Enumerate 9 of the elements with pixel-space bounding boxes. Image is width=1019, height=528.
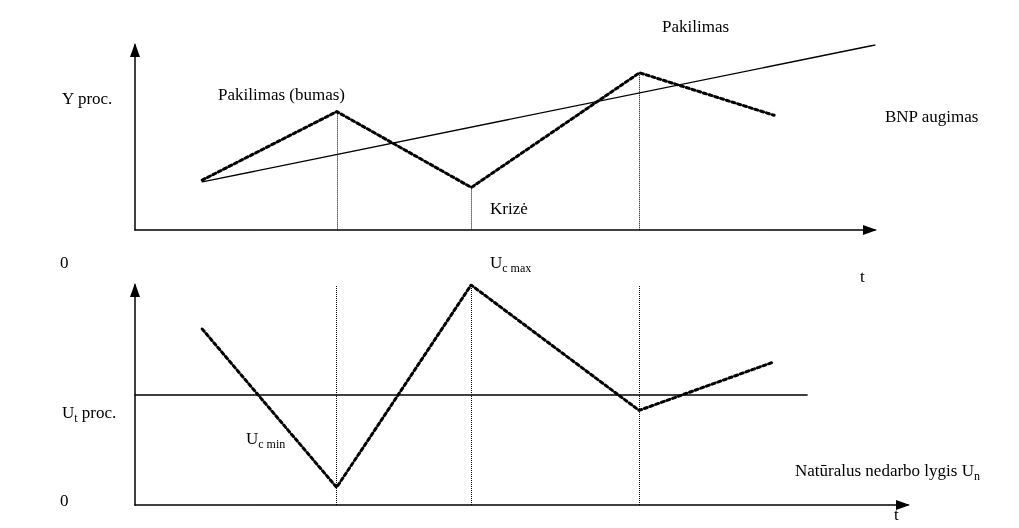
text: 0 (60, 253, 69, 272)
text: Pakilimas (662, 17, 730, 36)
text: BNP augimas (885, 107, 979, 126)
annotation: Pakilimas (bumas) (218, 85, 346, 104)
annotation: Krizė (490, 199, 528, 218)
y-axis-title: Y proc. (62, 89, 113, 108)
x-axis-title: t (860, 267, 865, 286)
text: 0 (60, 491, 69, 510)
x-axis-title: t (894, 505, 899, 524)
